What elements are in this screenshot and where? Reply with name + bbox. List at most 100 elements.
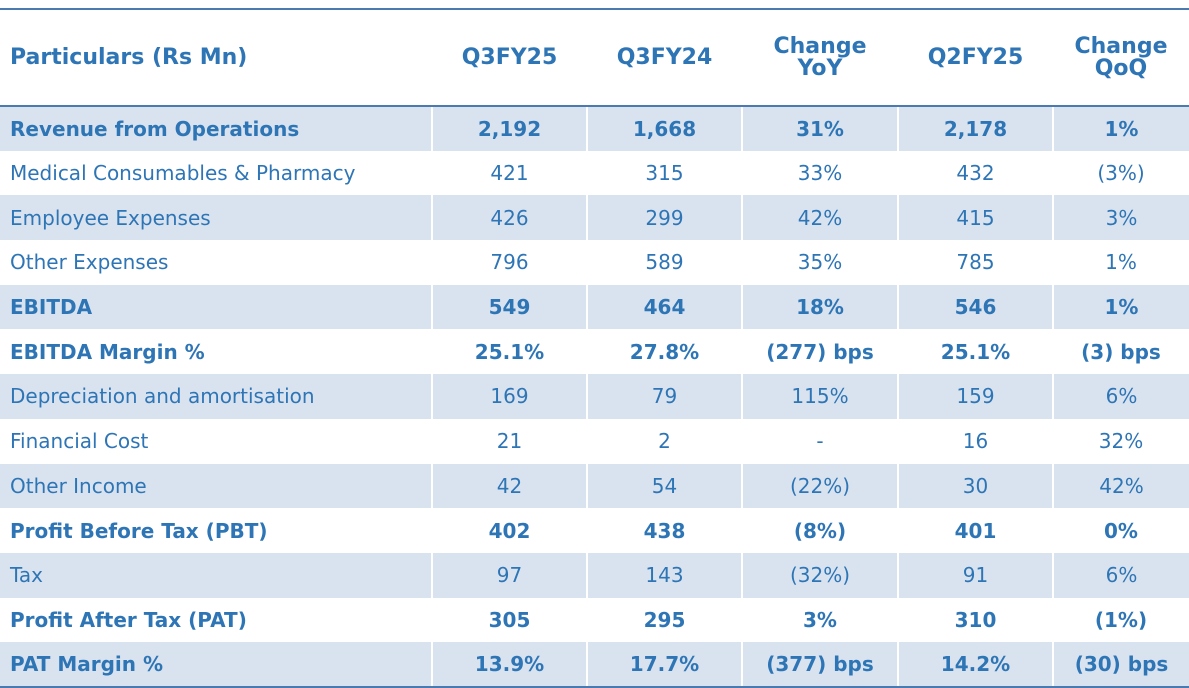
cell-q2fy25: 91	[897, 552, 1053, 598]
cell-change-qoq: 6%	[1052, 374, 1189, 419]
cell-change-qoq: 1%	[1052, 106, 1189, 151]
cell-q3fy25: 796	[490, 250, 529, 275]
financial-results-table: Particulars (Rs Mn) Q3FY25 Q3FY24 Change…	[0, 8, 1189, 688]
header-q2fy25: Q2FY25	[898, 8, 1053, 107]
cell-q3fy25: 25.1%	[474, 339, 545, 364]
cell-q3fy25: 549	[431, 284, 587, 330]
cell-q3fy24: 315	[645, 161, 684, 186]
header-change-qoq-text: Change QoQ	[1074, 33, 1168, 81]
table-row: Profit After Tax (PAT) 305 295 3% 310 (1%)	[0, 598, 1189, 643]
cell-change-yoy: -	[816, 429, 824, 454]
cell-q3fy24: 54	[586, 463, 742, 509]
cell-q3fy25: 421	[490, 161, 529, 186]
cell-q2fy25: 432	[956, 161, 995, 186]
cell-q2fy25: 2,178	[897, 106, 1053, 151]
cell-change-qoq: 0%	[1104, 518, 1138, 543]
table-row: EBITDA 549 464 18% 546 1%	[0, 284, 1189, 330]
cell-change-qoq: 1%	[1052, 284, 1189, 330]
cell-change-yoy: 33%	[797, 161, 843, 186]
cell-q3fy24: 27.8%	[629, 339, 700, 364]
cell-q3fy24: 17.7%	[586, 642, 742, 688]
cell-change-yoy: 3%	[803, 607, 837, 632]
cell-q2fy25: 30	[897, 463, 1053, 509]
header-q3fy24: Q3FY24	[587, 8, 742, 107]
cell-q3fy25: 42	[431, 463, 587, 509]
financial-results-table-container: Particulars (Rs Mn) Q3FY25 Q3FY24 Change…	[0, 8, 1189, 688]
table-row: PAT Margin % 13.9% 17.7% (377) bps 14.2% (30)…	[0, 642, 1189, 688]
header-particulars: Particulars (Rs Mn)	[0, 8, 432, 107]
cell-change-yoy: 31%	[741, 106, 898, 151]
cell-change-yoy: (277) bps	[766, 339, 874, 364]
cell-change-qoq: (1%)	[1094, 607, 1148, 632]
cell-change-yoy: 18%	[741, 284, 898, 330]
table-row: EBITDA Margin % 25.1% 27.8% (277) bps 25.1% (…	[0, 329, 1189, 374]
header-change-qoq: Change QoQ	[1053, 8, 1189, 107]
cell-q2fy25: 310	[954, 607, 997, 632]
cell-q3fy24: 438	[643, 518, 686, 543]
header-q3fy25: Q3FY25	[432, 8, 587, 107]
table-row: Other Expenses 796 589 35% 785 1%	[0, 240, 1189, 285]
table-row: Employee Expenses 426 299 42% 415 3%	[0, 195, 1189, 241]
cell-change-qoq: 6%	[1052, 552, 1189, 598]
cell-q3fy25: 13.9%	[431, 642, 587, 688]
cell-q2fy25: 159	[897, 374, 1053, 419]
cell-particulars: PAT Margin %	[0, 642, 432, 688]
cell-change-yoy: (22%)	[741, 463, 898, 509]
cell-change-qoq: 32%	[1098, 429, 1144, 454]
cell-change-qoq: (30) bps	[1052, 642, 1189, 688]
cell-q3fy24: 143	[586, 552, 742, 598]
cell-particulars: Medical Consumables & Pharmacy	[10, 161, 356, 186]
cell-particulars: Employee Expenses	[0, 195, 432, 241]
cell-q3fy25: 426	[431, 195, 587, 241]
table-row: Tax 97 143 (32%) 91 6%	[0, 552, 1189, 598]
cell-q3fy25: 305	[488, 607, 531, 632]
cell-particulars: EBITDA	[0, 284, 432, 330]
cell-particulars: Other Income	[0, 463, 432, 509]
cell-particulars: Other Expenses	[10, 250, 169, 275]
cell-change-qoq: 1%	[1105, 250, 1137, 275]
cell-q3fy24: 299	[586, 195, 742, 241]
table-row: Other Income 42 54 (22%) 30 42%	[0, 463, 1189, 509]
table-row: Profit Before Tax (PBT) 402 438 (8%) 401 0%	[0, 508, 1189, 553]
cell-particulars: Financial Cost	[10, 429, 149, 454]
cell-change-yoy: (8%)	[793, 518, 847, 543]
cell-q3fy24: 1,668	[586, 106, 742, 151]
cell-q3fy24: 295	[643, 607, 686, 632]
cell-change-qoq: (3) bps	[1081, 339, 1161, 364]
cell-q2fy25: 415	[897, 195, 1053, 241]
cell-change-yoy: 42%	[741, 195, 898, 241]
cell-q3fy24: 589	[645, 250, 684, 275]
cell-change-qoq: 42%	[1052, 463, 1189, 509]
cell-q3fy24: 464	[586, 284, 742, 330]
table-row: Financial Cost 21 2 - 16 32%	[0, 419, 1189, 464]
cell-q2fy25: 16	[962, 429, 989, 454]
cell-q3fy25: 169	[431, 374, 587, 419]
table-body: Revenue from Operations 2,192 1,668 31% 2,17…	[0, 106, 1189, 688]
table-header: Particulars (Rs Mn) Q3FY25 Q3FY24 Change…	[0, 8, 1189, 107]
cell-change-yoy: (32%)	[741, 552, 898, 598]
cell-q3fy25: 402	[488, 518, 531, 543]
table-row: Medical Consumables & Pharmacy 421 315 33% 4…	[0, 151, 1189, 196]
cell-particulars: EBITDA Margin %	[10, 339, 205, 364]
cell-q2fy25: 25.1%	[940, 339, 1011, 364]
cell-particulars: Profit After Tax (PAT)	[10, 607, 247, 632]
cell-q3fy25: 21	[496, 429, 523, 454]
cell-q2fy25: 546	[897, 284, 1053, 330]
header-change-yoy-text: Change YoY	[773, 33, 867, 81]
cell-particulars: Revenue from Operations	[0, 106, 432, 151]
cell-change-qoq: (3%)	[1097, 161, 1145, 186]
cell-change-qoq: 3%	[1052, 195, 1189, 241]
cell-q3fy25: 2,192	[431, 106, 587, 151]
cell-change-yoy: 115%	[741, 374, 898, 419]
cell-particulars: Tax	[0, 552, 432, 598]
cell-particulars: Depreciation and amortisation	[0, 374, 432, 419]
cell-q2fy25: 401	[954, 518, 997, 543]
cell-q2fy25: 785	[956, 250, 995, 275]
cell-change-yoy: (377) bps	[741, 642, 898, 688]
cell-particulars: Profit Before Tax (PBT)	[10, 518, 268, 543]
cell-q3fy24: 2	[658, 429, 671, 454]
header-change-yoy: Change YoY	[742, 8, 898, 107]
cell-change-yoy: 35%	[797, 250, 843, 275]
cell-q2fy25: 14.2%	[897, 642, 1053, 688]
table-row: Depreciation and amortisation 169 79 115% 15…	[0, 374, 1189, 419]
